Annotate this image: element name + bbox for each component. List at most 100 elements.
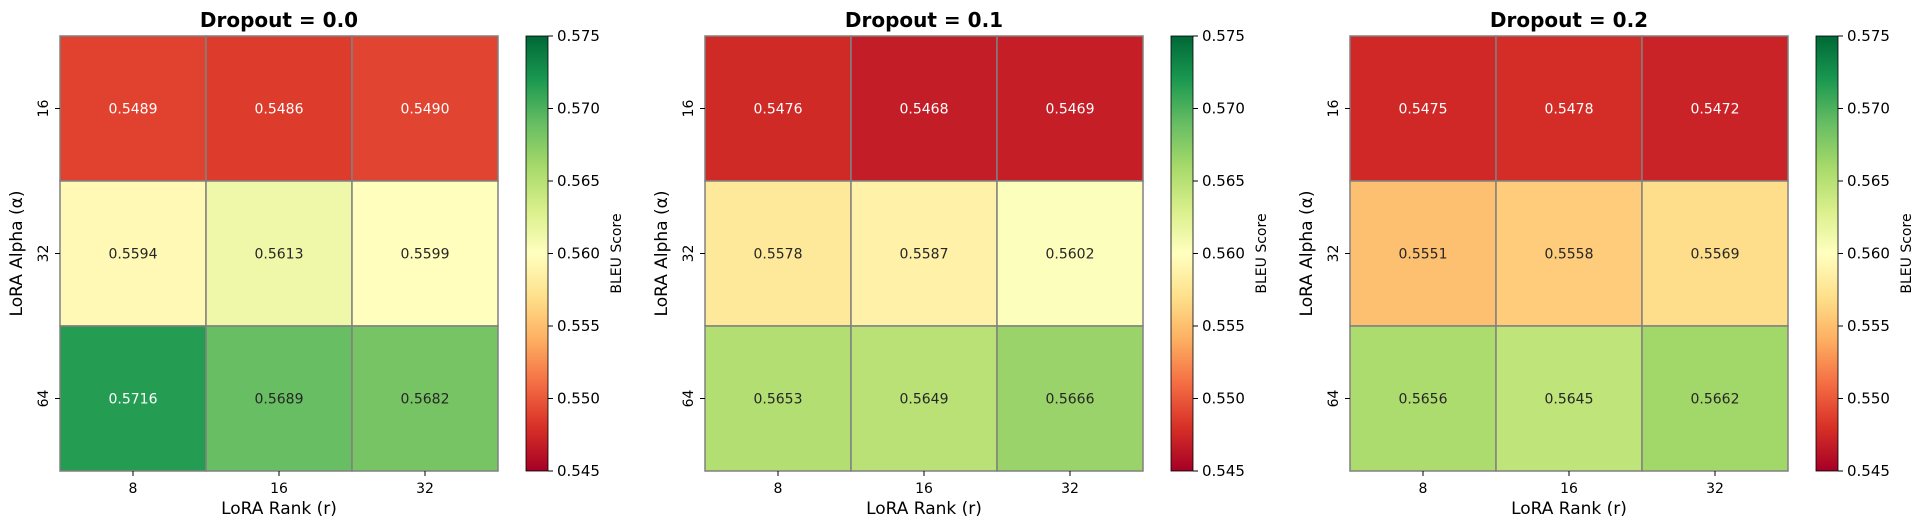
heatmap-cell bbox=[59, 180, 207, 327]
colorbar-tick-label: 0.560 bbox=[1202, 245, 1245, 263]
colorbar bbox=[1171, 36, 1193, 471]
heatmap-cell bbox=[205, 325, 353, 472]
cell-value-label: 0.5594 bbox=[109, 247, 158, 263]
y-axis-label: LoRA Alpha (α) bbox=[652, 191, 672, 317]
colorbar-tick-label: 0.555 bbox=[1847, 317, 1890, 335]
heatmap-cell bbox=[996, 325, 1144, 472]
colorbar bbox=[526, 36, 548, 471]
heatmap-cell bbox=[59, 35, 207, 182]
colorbar-label: BLEU Score bbox=[1899, 213, 1915, 293]
cell-value-label: 0.5645 bbox=[1545, 392, 1594, 408]
heatmap-cell bbox=[1349, 325, 1497, 472]
y-tick-label: 16 bbox=[1326, 100, 1342, 118]
y-tick-label: 16 bbox=[36, 100, 52, 118]
cell-value-label: 0.5469 bbox=[1046, 102, 1095, 118]
colorbar-tick-label: 0.560 bbox=[1847, 245, 1890, 263]
heatmap-cell bbox=[996, 35, 1144, 182]
y-tick-label: 32 bbox=[36, 245, 52, 263]
x-tick-label: 16 bbox=[1560, 481, 1578, 497]
cell-value-label: 0.5475 bbox=[1399, 102, 1448, 118]
colorbar-tick-label: 0.570 bbox=[1847, 100, 1890, 118]
heatmap-cell bbox=[850, 35, 998, 182]
cell-value-label: 0.5716 bbox=[109, 392, 158, 408]
x-tick-label: 32 bbox=[1061, 481, 1079, 497]
colorbar-tick-label: 0.550 bbox=[1202, 390, 1245, 408]
colorbar-tick-label: 0.575 bbox=[1202, 27, 1245, 45]
x-tick-label: 8 bbox=[1419, 481, 1428, 497]
heatmap-cell bbox=[704, 35, 852, 182]
cell-value-label: 0.5602 bbox=[1046, 247, 1095, 263]
colorbar-tick-label: 0.545 bbox=[557, 462, 600, 480]
heatmap-cell bbox=[351, 35, 499, 182]
x-tick-label: 32 bbox=[1706, 481, 1724, 497]
cell-value-label: 0.5486 bbox=[255, 102, 304, 118]
colorbar-tick-label: 0.545 bbox=[1202, 462, 1245, 480]
colorbar bbox=[1816, 36, 1838, 471]
colorbar-tick-label: 0.550 bbox=[557, 390, 600, 408]
cell-value-label: 0.5653 bbox=[754, 392, 803, 408]
heatmap-cell bbox=[996, 180, 1144, 327]
colorbar-tick-label: 0.565 bbox=[1202, 172, 1245, 190]
heatmap-cell bbox=[1495, 180, 1643, 327]
heatmap-cell bbox=[850, 180, 998, 327]
colorbar-tick-label: 0.575 bbox=[1847, 27, 1890, 45]
cell-value-label: 0.5599 bbox=[401, 247, 450, 263]
colorbar-tick-label: 0.570 bbox=[557, 100, 600, 118]
heatmap-cell bbox=[1495, 35, 1643, 182]
y-axis-label: LoRA Alpha (α) bbox=[7, 191, 27, 317]
chart-title: Dropout = 0.0 bbox=[200, 8, 358, 32]
x-tick-label: 32 bbox=[416, 481, 434, 497]
cell-value-label: 0.5613 bbox=[255, 247, 304, 263]
cell-value-label: 0.5490 bbox=[401, 102, 450, 118]
heatmap-cell bbox=[205, 180, 353, 327]
cell-value-label: 0.5587 bbox=[900, 247, 949, 263]
cell-value-label: 0.5682 bbox=[401, 392, 450, 408]
colorbar-tick-label: 0.560 bbox=[557, 245, 600, 263]
cell-value-label: 0.5649 bbox=[900, 392, 949, 408]
y-tick-label: 64 bbox=[1326, 390, 1342, 408]
colorbar-tick-label: 0.575 bbox=[557, 27, 600, 45]
cell-value-label: 0.5476 bbox=[754, 102, 803, 118]
chart-title: Dropout = 0.2 bbox=[1490, 8, 1648, 32]
cell-value-label: 0.5468 bbox=[900, 102, 949, 118]
colorbar-tick-label: 0.555 bbox=[557, 317, 600, 335]
colorbar-tick-label: 0.555 bbox=[1202, 317, 1245, 335]
colorbar-tick-label: 0.545 bbox=[1847, 462, 1890, 480]
y-axis-label: LoRA Alpha (α) bbox=[1297, 191, 1317, 317]
y-tick-label: 64 bbox=[681, 390, 697, 408]
cell-value-label: 0.5472 bbox=[1691, 102, 1740, 118]
heatmap-cell bbox=[1495, 325, 1643, 472]
cell-value-label: 0.5558 bbox=[1545, 247, 1594, 263]
heatmap-cell bbox=[1349, 35, 1497, 182]
cell-value-label: 0.5656 bbox=[1399, 392, 1448, 408]
y-tick-label: 64 bbox=[36, 390, 52, 408]
x-axis-label: LoRA Rank (r) bbox=[221, 499, 337, 519]
cell-value-label: 0.5569 bbox=[1691, 247, 1740, 263]
y-tick-label: 32 bbox=[1326, 245, 1342, 263]
colorbar-tick-label: 0.565 bbox=[557, 172, 600, 190]
cell-value-label: 0.5489 bbox=[109, 102, 158, 118]
heatmap-cell bbox=[205, 35, 353, 182]
x-tick-label: 8 bbox=[774, 481, 783, 497]
colorbar-tick-label: 0.550 bbox=[1847, 390, 1890, 408]
colorbar-label: BLEU Score bbox=[609, 213, 625, 293]
cell-value-label: 0.5551 bbox=[1399, 247, 1448, 263]
x-tick-label: 8 bbox=[129, 481, 138, 497]
x-axis-label: LoRA Rank (r) bbox=[866, 499, 982, 519]
cell-value-label: 0.5666 bbox=[1046, 392, 1095, 408]
colorbar-tick-label: 0.570 bbox=[1202, 100, 1245, 118]
y-tick-label: 32 bbox=[681, 245, 697, 263]
y-tick-label: 16 bbox=[681, 100, 697, 118]
heatmap-cell bbox=[351, 180, 499, 327]
x-axis-label: LoRA Rank (r) bbox=[1511, 499, 1627, 519]
x-tick-label: 16 bbox=[270, 481, 288, 497]
heatmap-cell bbox=[850, 325, 998, 472]
heatmap-cell bbox=[1641, 325, 1789, 472]
heatmap-cell bbox=[704, 180, 852, 327]
colorbar-tick-label: 0.565 bbox=[1847, 172, 1890, 190]
cell-value-label: 0.5662 bbox=[1691, 392, 1740, 408]
cell-value-label: 0.5689 bbox=[255, 392, 304, 408]
cell-value-label: 0.5578 bbox=[754, 247, 803, 263]
colorbar-label: BLEU Score bbox=[1254, 213, 1270, 293]
